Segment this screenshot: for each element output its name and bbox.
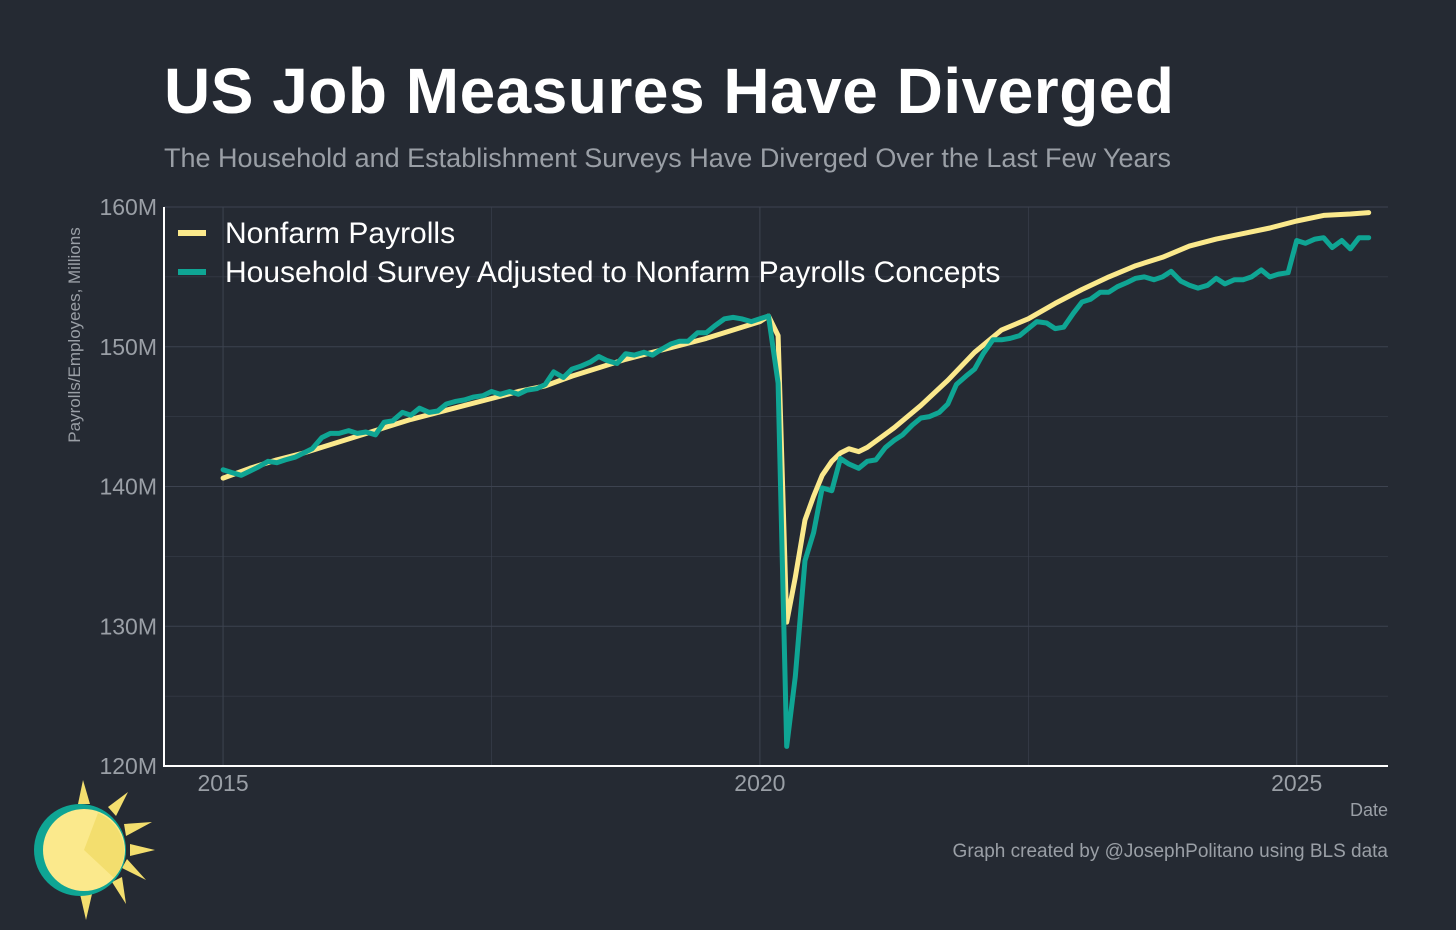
y-tick-label: 160M bbox=[99, 194, 157, 220]
legend-entry-label: Household Survey Adjusted to Nonfarm Pay… bbox=[225, 256, 1000, 289]
series-lines bbox=[220, 210, 1372, 749]
x-axis-label: Date bbox=[1349, 800, 1388, 820]
x-tick-label: 2020 bbox=[734, 770, 785, 796]
y-tick-label: 120M bbox=[99, 753, 157, 779]
sun-logo-icon bbox=[34, 780, 155, 920]
x-tick-label: 2015 bbox=[197, 770, 248, 796]
tick-labels: 120M 130M 140M 150M 160M 2015 2020 2025 bbox=[99, 194, 1322, 796]
legend: Nonfarm Payrolls Household Survey Adjuste… bbox=[178, 217, 1000, 289]
household-survey-line bbox=[220, 235, 1372, 749]
credit-line: Graph created by @JosephPolitano using B… bbox=[952, 841, 1388, 862]
chart-title: US Job Measures Have Diverged bbox=[164, 55, 1175, 127]
axes bbox=[163, 207, 1388, 767]
chart-subtitle: The Household and Establishment Surveys … bbox=[164, 143, 1172, 173]
y-tick-label: 140M bbox=[99, 474, 157, 500]
x-tick-label: 2025 bbox=[1271, 770, 1322, 796]
nonfarm-payrolls-line bbox=[220, 210, 1372, 625]
legend-entry-label: Nonfarm Payrolls bbox=[225, 217, 455, 250]
grid-lines bbox=[164, 206, 1388, 766]
y-tick-label: 130M bbox=[99, 613, 157, 639]
y-tick-label: 150M bbox=[99, 334, 157, 360]
